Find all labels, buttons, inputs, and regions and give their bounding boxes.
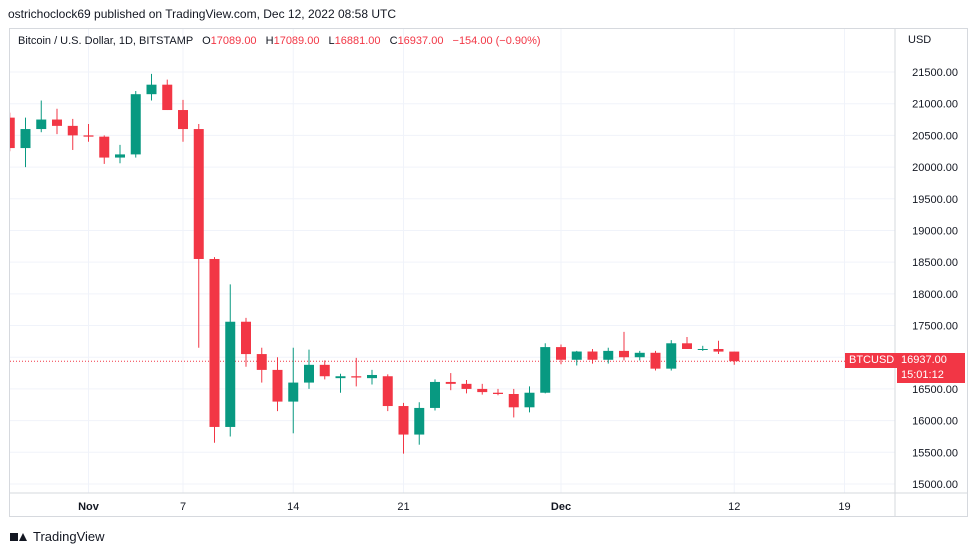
candle-body: [193, 129, 204, 259]
y-tick-label: 19000.00: [912, 225, 958, 237]
y-tick-label: 15000.00: [912, 479, 958, 491]
candle-body: [36, 119, 47, 130]
legend-high-label: H: [265, 35, 274, 47]
legend-symbol: Bitcoin / U.S. Dollar, 1D, BITSTAMP: [18, 35, 194, 47]
y-tick-label: 20500.00: [912, 130, 958, 142]
x-tick-label: 19: [838, 501, 850, 513]
y-tick-label: 18000.00: [912, 289, 958, 301]
candle-body: [52, 119, 62, 126]
candle-body: [130, 94, 141, 155]
y-tick-label: 21500.00: [912, 67, 958, 79]
legend-low: 16881.00: [334, 35, 381, 47]
ohlc-legend: Bitcoin / U.S. Dollar, 1D, BITSTAMP O170…: [18, 35, 541, 47]
y-tick-label: 15500.00: [912, 447, 958, 459]
candle-body: [571, 351, 582, 360]
candle-body: [650, 352, 661, 369]
y-tick-label: 18500.00: [912, 257, 958, 269]
candle-body: [241, 321, 251, 355]
candle-body: [146, 84, 157, 95]
legend-close: 16937.00: [397, 35, 444, 47]
candle-body: [713, 348, 724, 352]
candle-body: [162, 84, 173, 111]
y-tick-label: 16000.00: [912, 416, 958, 428]
candle-body: [508, 393, 519, 408]
x-tick-label: 14: [287, 501, 299, 513]
publisher-line: ostrichoclock69 published on TradingView…: [8, 7, 397, 21]
candle-body: [335, 376, 346, 379]
candle-body: [304, 364, 314, 383]
candle-body: [414, 407, 425, 435]
candle-body: [115, 154, 125, 158]
countdown-tag: 15:01:12: [897, 368, 965, 383]
tradingview-footer[interactable]: TradingView: [10, 529, 105, 544]
candle-body: [256, 354, 267, 370]
candle-body: [382, 376, 393, 407]
candle-body: [445, 381, 456, 384]
candle-body: [524, 392, 535, 408]
candle-body: [461, 383, 472, 389]
candle-body: [540, 347, 551, 393]
candle-body: [697, 348, 708, 350]
y-tick-label: 19500.00: [912, 194, 958, 206]
candle-body: [619, 350, 629, 358]
candles-group: [10, 73, 740, 454]
legend-change: −154.00 (−0.90%): [452, 35, 541, 47]
candle-body: [603, 350, 614, 360]
x-tick-label: Dec: [551, 501, 571, 513]
candle-body: [477, 388, 488, 393]
candle-body: [319, 364, 330, 377]
y-tick-label: 20000.00: [912, 162, 958, 174]
legend-open: 17089.00: [210, 35, 257, 47]
last-price-tag: 16937.00: [897, 353, 965, 368]
x-tick-label: 21: [397, 501, 409, 513]
legend-high: 17089.00: [273, 35, 320, 47]
y-tick-label: 16500.00: [912, 384, 958, 396]
legend-low-label: L: [328, 35, 335, 47]
legend-close-label: C: [389, 35, 398, 47]
candle-body: [634, 352, 645, 358]
candle-body: [67, 125, 78, 136]
x-tick-label: Nov: [78, 501, 100, 513]
candle-body: [682, 343, 692, 349]
candle-body: [430, 381, 440, 408]
y-tick-label: 21000.00: [912, 99, 958, 111]
x-tick-label: 12: [728, 501, 740, 513]
chart-frame[interactable]: [9, 28, 968, 517]
candle-body: [367, 374, 377, 379]
candle-body: [99, 136, 110, 158]
candle-body: [556, 347, 566, 360]
candle-body: [398, 406, 409, 435]
candle-body: [493, 392, 503, 394]
candle-body: [209, 258, 220, 427]
candle-body: [729, 351, 740, 362]
currency-label: USD: [908, 34, 932, 46]
candle-body: [351, 376, 362, 378]
legend-open-label: O: [202, 35, 211, 47]
symbol-price-tag: BTCUSD: [845, 353, 899, 368]
tradingview-brand: TradingView: [33, 529, 105, 544]
candle-body: [83, 135, 94, 137]
candle-body: [272, 369, 283, 402]
candle-body: [225, 321, 236, 427]
candle-body: [20, 129, 31, 149]
x-tick-label: 7: [180, 501, 186, 513]
candle-body: [10, 117, 15, 149]
candle-body: [666, 343, 677, 369]
y-tick-label: 17500.00: [912, 321, 958, 333]
tradingview-logo-icon: [10, 531, 28, 543]
candle-body: [288, 382, 299, 402]
candle-body: [178, 110, 188, 130]
candle-body: [587, 351, 598, 360]
